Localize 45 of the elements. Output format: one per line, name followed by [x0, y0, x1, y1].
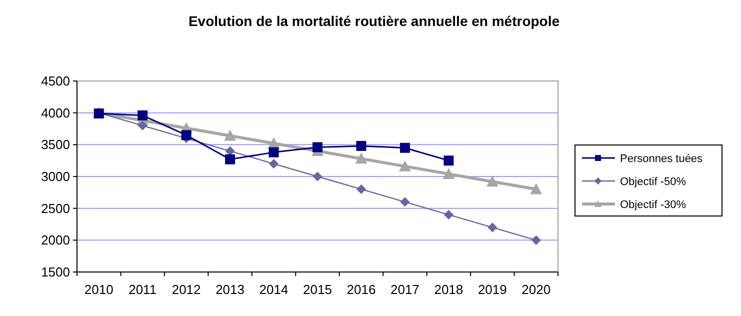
legend-label: Personnes tuées — [620, 152, 704, 165]
legend-label: Objectif -30% — [620, 198, 686, 211]
y-tick-label: 4500 — [41, 74, 70, 89]
point — [356, 184, 366, 194]
point — [225, 154, 236, 164]
point — [224, 130, 236, 141]
y-tick-label: 2000 — [41, 232, 70, 248]
point — [138, 120, 148, 130]
x-tick-label: 2011 — [128, 282, 157, 297]
x-tick-label: 2012 — [172, 282, 201, 297]
x-tick-label: 2020 — [522, 282, 551, 297]
point — [138, 110, 148, 120]
x-tick-label: 2010 — [84, 282, 114, 297]
point — [530, 183, 542, 194]
point — [268, 147, 279, 158]
chart-title: Evolution de la mortalité routière annuelle en métropole — [188, 13, 560, 29]
point — [486, 176, 498, 187]
y-tick-label: 3000 — [41, 169, 70, 184]
point — [225, 146, 235, 156]
x-tick-label: 2018 — [434, 282, 464, 297]
point — [312, 172, 322, 182]
point — [444, 156, 454, 166]
point — [400, 197, 410, 207]
x-tick-label: 2019 — [478, 282, 507, 297]
point — [355, 152, 368, 164]
legend-label: Objectif -50% — [620, 176, 686, 188]
x-tick-label: 2016 — [346, 282, 376, 297]
point — [488, 222, 498, 232]
point — [398, 160, 411, 172]
x-tick-label: 2015 — [303, 282, 332, 297]
x-tick-label: 2017 — [390, 282, 420, 297]
y-tick-label: 3500 — [41, 137, 70, 152]
point — [531, 235, 541, 245]
point — [400, 142, 410, 153]
x-tick-label: 2014 — [259, 282, 288, 297]
x-tick-label: 2013 — [216, 282, 245, 297]
point — [181, 130, 192, 140]
y-tick-label: 2500 — [41, 200, 70, 216]
point — [442, 168, 455, 179]
y-tick-label: 1500 — [41, 264, 70, 280]
point — [312, 142, 322, 152]
point — [356, 140, 366, 151]
y-tick-label: 4000 — [41, 105, 70, 120]
point — [268, 158, 279, 169]
point — [444, 210, 454, 220]
